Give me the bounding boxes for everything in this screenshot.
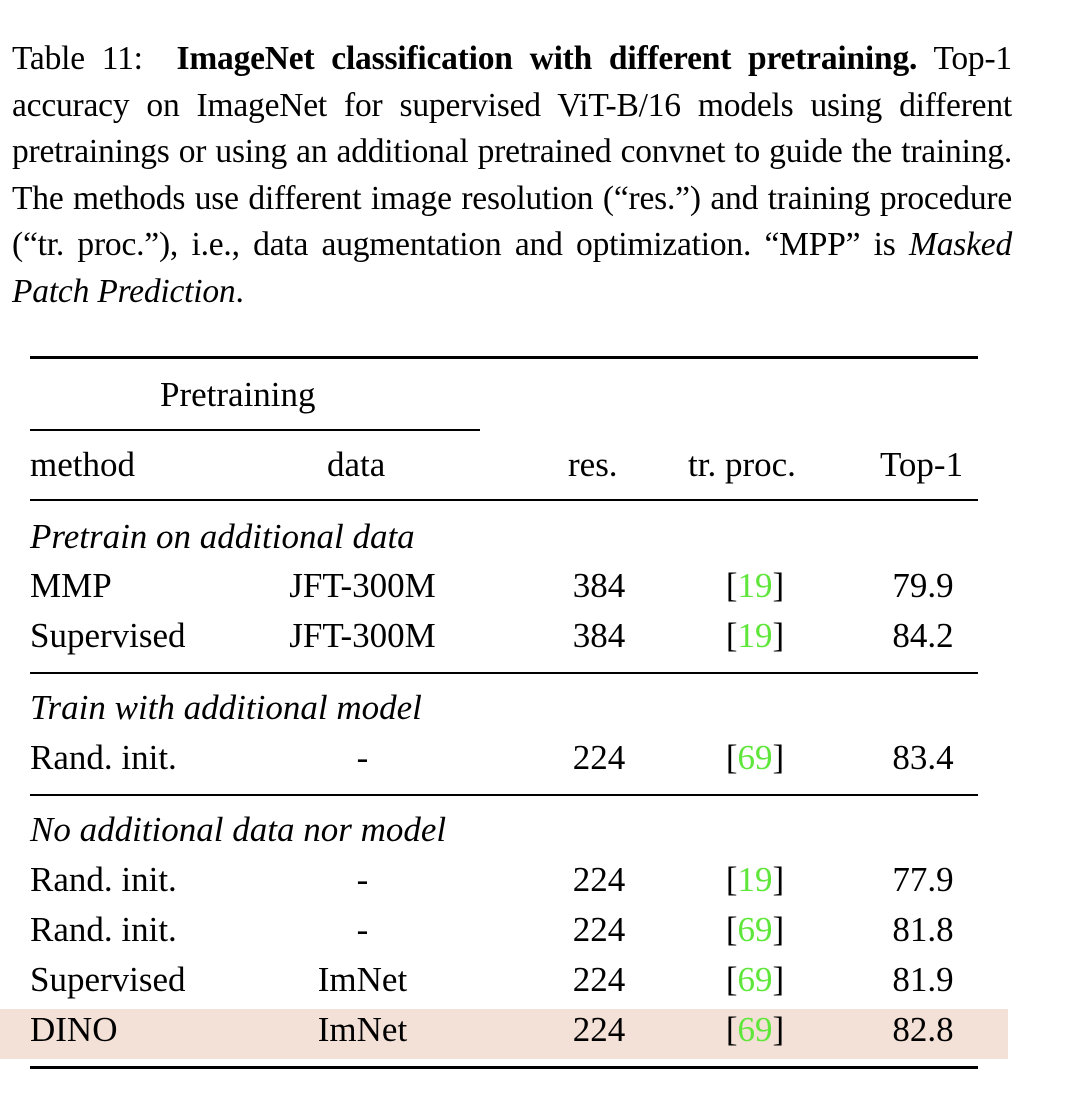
table-top-rule <box>30 356 978 359</box>
caption-emphasis: Masked Patch Prediction <box>12 226 1012 310</box>
bracket: [ <box>725 860 738 899</box>
cell-res: 224 <box>572 860 626 899</box>
cell-res: 224 <box>572 1010 626 1049</box>
group-separator-rule <box>30 672 978 674</box>
cell-method: Supervised <box>30 960 186 999</box>
bracket: ] <box>772 910 785 949</box>
bracket: ] <box>772 566 785 605</box>
column-header-res: res. <box>568 445 618 484</box>
column-header-tr-proc: tr. proc. <box>688 445 796 484</box>
table-caption: Table 11: ImageNet classification with d… <box>12 36 1012 315</box>
cell-tr-proc: [69] <box>680 1010 830 1050</box>
cell-data: ImNet <box>317 960 408 999</box>
cell-top1: 83.4 <box>892 738 954 777</box>
column-header-top1: Top-1 <box>880 445 964 484</box>
bracket: [ <box>725 738 738 777</box>
cell-data: ImNet <box>317 1010 408 1049</box>
cell-method: Rand. init. <box>30 738 177 777</box>
cell-res: 224 <box>572 960 626 999</box>
cell-data: JFT-300M <box>289 616 436 655</box>
cell-res: 224 <box>572 738 626 777</box>
cell-tr-proc: [69] <box>680 910 830 950</box>
group-header-pretraining: Pretraining <box>160 375 316 414</box>
citation-link[interactable]: 69 <box>737 738 773 777</box>
cell-method: Rand. init. <box>30 910 177 949</box>
bracket: ] <box>772 860 785 899</box>
cell-tr-proc: [19] <box>680 566 830 606</box>
cell-tr-proc: [69] <box>680 960 830 1000</box>
bracket: [ <box>725 616 738 655</box>
citation-link[interactable]: 69 <box>737 960 773 999</box>
cell-res: 384 <box>572 616 626 655</box>
cell-top1: 81.8 <box>892 910 954 949</box>
cell-data: - <box>356 910 369 949</box>
cell-res: 224 <box>572 910 626 949</box>
group-title: Pretrain on additional data <box>30 517 415 556</box>
citation-link[interactable]: 19 <box>737 616 773 655</box>
pretraining-cmidrule <box>30 429 480 431</box>
bracket: ] <box>772 1010 785 1049</box>
caption-body-end: . <box>235 272 244 310</box>
bracket: ] <box>772 616 785 655</box>
cell-top1: 77.9 <box>892 860 954 899</box>
bracket: [ <box>725 1010 738 1049</box>
cell-method: MMP <box>30 566 112 605</box>
bracket: ] <box>772 738 785 777</box>
cell-data: - <box>356 860 369 899</box>
cell-top1: 82.8 <box>892 1010 954 1049</box>
cell-top1: 79.9 <box>892 566 954 605</box>
bracket: [ <box>725 566 738 605</box>
highlighted-row-background <box>0 1009 1008 1059</box>
cell-tr-proc: [19] <box>680 860 830 900</box>
caption-title: ImageNet classification with different p… <box>176 40 918 77</box>
cell-top1: 84.2 <box>892 616 954 655</box>
column-header-method: method <box>30 445 135 484</box>
group-separator-rule <box>30 794 978 796</box>
group-title: Train with additional model <box>30 688 422 727</box>
cell-method-dino: DINO <box>30 1010 118 1049</box>
citation-link[interactable]: 69 <box>737 1010 773 1049</box>
column-header-data: data <box>327 445 386 484</box>
group-title: No additional data nor model <box>30 810 447 849</box>
citation-link[interactable]: 19 <box>737 566 773 605</box>
cell-method: Rand. init. <box>30 860 177 899</box>
cell-method: Supervised <box>30 616 186 655</box>
cell-data: JFT-300M <box>289 566 436 605</box>
cell-tr-proc: [19] <box>680 616 830 656</box>
citation-link[interactable]: 19 <box>737 860 773 899</box>
header-mid-rule <box>30 499 978 501</box>
bracket: [ <box>725 910 738 949</box>
cell-tr-proc: [69] <box>680 738 830 778</box>
cell-res: 384 <box>572 566 626 605</box>
caption-body: Top-1 accuracy on ImageNet for supervise… <box>12 40 1012 263</box>
bracket: [ <box>725 960 738 999</box>
bracket: ] <box>772 960 785 999</box>
cell-data: - <box>356 738 369 777</box>
table-bottom-rule <box>30 1066 978 1069</box>
citation-link[interactable]: 69 <box>737 910 773 949</box>
caption-label: Table 11: <box>12 40 143 77</box>
cell-top1: 81.9 <box>892 960 954 999</box>
